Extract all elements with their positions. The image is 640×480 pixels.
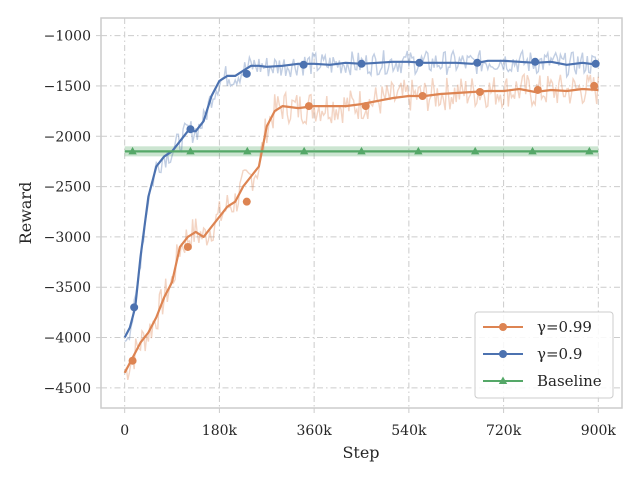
legend-swatch-marker xyxy=(499,350,507,358)
y-tick-label: −1500 xyxy=(44,79,91,95)
series-2-marker xyxy=(299,146,309,155)
series-2-marker xyxy=(585,146,594,155)
y-tick-label: −4000 xyxy=(44,331,91,347)
series-0-marker xyxy=(242,197,251,206)
x-tick-label: 180k xyxy=(202,423,238,439)
series-1-marker xyxy=(299,60,308,69)
series-2-marker xyxy=(243,146,252,155)
legend-label: γ=0.99 xyxy=(537,318,592,336)
raw-curves xyxy=(124,48,599,381)
series-0-raw-curve xyxy=(124,72,599,381)
x-axis-label: Step xyxy=(342,443,379,462)
series-2-marker xyxy=(357,146,366,155)
series-0-marker xyxy=(475,87,484,96)
legend: γ=0.99 γ=0.9 Baseline xyxy=(474,311,614,399)
series-2-marker xyxy=(128,146,137,155)
series-1-raw-curve xyxy=(124,48,599,342)
series-0-marker xyxy=(590,81,599,90)
series-0-marker xyxy=(183,242,192,251)
series-2-marker xyxy=(528,146,537,155)
x-tick-label: 0 xyxy=(120,423,129,439)
series-0-marker xyxy=(128,356,137,365)
legend-swatch-marker xyxy=(498,376,508,384)
legend-label: γ=0.9 xyxy=(537,345,582,363)
y-tick-label: −1000 xyxy=(44,29,91,45)
legend-box xyxy=(474,311,614,399)
x-tick-label: 540k xyxy=(391,423,427,439)
y-tick-label: −2000 xyxy=(44,129,91,145)
legend-label: Baseline xyxy=(537,372,602,390)
y-tick-label: −3000 xyxy=(44,230,91,246)
x-tick-label: 720k xyxy=(486,423,522,439)
series-markers xyxy=(128,57,600,365)
series-1-marker xyxy=(591,59,600,68)
series-2-marker xyxy=(470,146,480,155)
series-1-marker xyxy=(415,58,424,67)
tick-labels: 0 180k 360k 540k 720k 900k −4500 −4000 −3500 −300… xyxy=(44,29,617,439)
legend-swatch-marker xyxy=(499,323,507,331)
y-tick-label: −4500 xyxy=(44,381,91,397)
x-tick-label: 900k xyxy=(581,423,617,439)
y-tick-label: −3500 xyxy=(44,280,91,296)
x-tick-label: 360k xyxy=(297,423,333,439)
y-tick-label: −2500 xyxy=(44,180,91,196)
series-0-marker xyxy=(418,92,427,100)
series-2-marker xyxy=(414,146,423,155)
series-0-marker xyxy=(533,85,542,94)
series-1-line xyxy=(123,59,599,339)
series-0-marker xyxy=(304,102,313,111)
series-2-marker xyxy=(186,146,195,155)
series-1-marker xyxy=(473,58,482,67)
y-axis-label: Reward xyxy=(16,182,35,245)
series-0-marker xyxy=(361,102,370,111)
series-0-line xyxy=(123,87,599,374)
series-1-marker xyxy=(242,69,251,78)
series-1-marker xyxy=(357,59,366,68)
series-1-marker xyxy=(531,57,540,66)
series-1-marker xyxy=(186,125,195,134)
series-1-marker xyxy=(130,303,139,312)
